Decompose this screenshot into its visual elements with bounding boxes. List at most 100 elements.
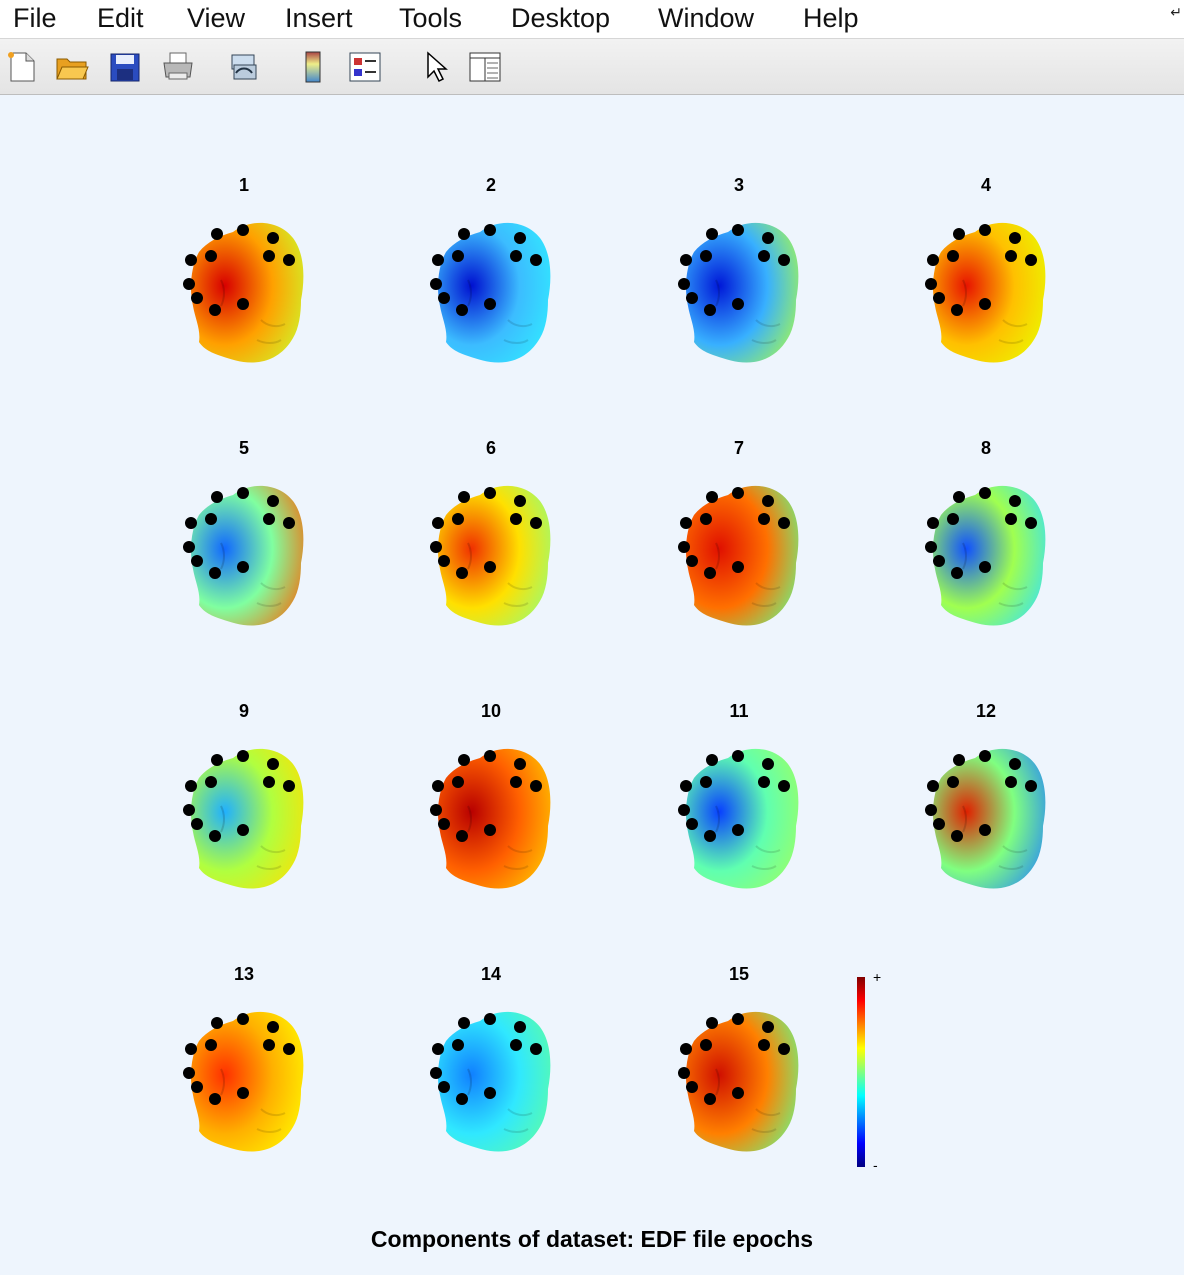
menu-view[interactable]: View: [187, 3, 246, 33]
menu-insert[interactable]: Insert: [285, 3, 353, 33]
electrode-dot: [686, 818, 698, 830]
component-14-head-map[interactable]: [428, 999, 558, 1159]
electrode-dot: [732, 224, 744, 236]
electrode-dot: [514, 1021, 526, 1033]
electrode-dot: [706, 1017, 718, 1029]
open-folder-icon[interactable]: [54, 49, 90, 85]
component-3-head-map[interactable]: [676, 210, 806, 370]
component-5-title: 5: [238, 438, 249, 458]
legend-icon[interactable]: [347, 49, 383, 85]
electrode-dot: [438, 1081, 450, 1093]
electrode-dot: [514, 232, 526, 244]
component-6-head-map[interactable]: [428, 473, 558, 633]
electrode-dot: [778, 254, 790, 266]
electrode-dot: [484, 487, 496, 499]
select-pointer-icon[interactable]: [420, 49, 456, 85]
electrode-dot: [686, 555, 698, 567]
figure-title: Components of dataset: EDF file epochs: [370, 1226, 814, 1252]
electrode-dot: [678, 1067, 690, 1079]
menu-edit[interactable]: Edit: [97, 3, 144, 33]
component-4-head-map[interactable]: [923, 210, 1053, 370]
component-8-head-map[interactable]: [923, 473, 1053, 633]
electrode-dot: [758, 1039, 770, 1051]
menu-help[interactable]: Help: [803, 3, 859, 33]
electrode-dot: [432, 254, 444, 266]
electrode-dot: [191, 555, 203, 567]
electrode-dot: [933, 818, 945, 830]
component-13-title: 13: [233, 964, 255, 984]
electrode-dot: [778, 1043, 790, 1055]
component-11-head-map[interactable]: [676, 736, 806, 896]
component-12-title: 12: [975, 701, 997, 721]
electrode-dot: [183, 278, 195, 290]
electrode-dot: [700, 513, 712, 525]
electrode-dot: [1005, 250, 1017, 262]
electrode-dot: [758, 513, 770, 525]
electrode-dot: [680, 517, 692, 529]
menu-desktop[interactable]: Desktop: [511, 3, 611, 33]
electrode-dot: [686, 1081, 698, 1093]
toolbar: [0, 39, 1184, 95]
electrode-dot: [510, 776, 522, 788]
window-corner-icon[interactable]: ↵: [1170, 4, 1182, 20]
electrode-dot: [430, 1067, 442, 1079]
electrode-dot: [438, 292, 450, 304]
electrode-dot: [267, 232, 279, 244]
electrode-dot: [456, 567, 468, 579]
electrode-dot: [237, 298, 249, 310]
electrode-dot: [530, 780, 542, 792]
electrode-dot: [484, 224, 496, 236]
electrode-dot: [191, 818, 203, 830]
electrode-dot: [209, 1093, 221, 1105]
component-15-head-map[interactable]: [676, 999, 806, 1159]
electrode-dot: [484, 1013, 496, 1025]
electrode-dot: [183, 804, 195, 816]
electrode-dot: [704, 830, 716, 842]
electrode-dot: [432, 517, 444, 529]
electrode-dot: [947, 776, 959, 788]
electrode-dot: [458, 491, 470, 503]
component-5-head-map[interactable]: [181, 473, 311, 633]
menu-window[interactable]: Window: [658, 3, 755, 33]
colorbar-max-label: +: [873, 969, 882, 985]
component-7-head-map[interactable]: [676, 473, 806, 633]
component-12-head-map[interactable]: [923, 736, 1053, 896]
colorbar-icon[interactable]: [296, 49, 332, 85]
electrode-dot: [953, 491, 965, 503]
electrode-dot: [211, 754, 223, 766]
electrode-dot: [1005, 776, 1017, 788]
electrode-dot: [951, 830, 963, 842]
component-6-title: 6: [485, 438, 496, 458]
electrode-dot: [452, 1039, 464, 1051]
electrode-dot: [432, 1043, 444, 1055]
electrode-dot: [1009, 232, 1021, 244]
menu-tools[interactable]: Tools: [399, 3, 463, 33]
link-icon[interactable]: [226, 49, 262, 85]
electrode-dot: [237, 1087, 249, 1099]
electrode-dot: [706, 228, 718, 240]
menu-file[interactable]: File: [13, 3, 57, 33]
component-10-head-map[interactable]: [428, 736, 558, 896]
electrode-dot: [732, 1087, 744, 1099]
component-2-head-map[interactable]: [428, 210, 558, 370]
new-file-icon[interactable]: [5, 49, 41, 85]
electrode-dot: [430, 278, 442, 290]
electrode-dot: [778, 517, 790, 529]
component-1-head-map[interactable]: [181, 210, 311, 370]
electrode-dot: [263, 250, 275, 262]
electrode-dot: [1025, 780, 1037, 792]
component-9-head-map[interactable]: [181, 736, 311, 896]
property-editor-icon[interactable]: [467, 49, 503, 85]
component-13-head-map[interactable]: [181, 999, 311, 1159]
print-icon[interactable]: [160, 49, 196, 85]
electrode-dot: [283, 517, 295, 529]
electrode-dot: [452, 776, 464, 788]
component-2-title: 2: [485, 175, 496, 195]
electrode-dot: [514, 495, 526, 507]
save-icon[interactable]: [107, 49, 143, 85]
electrode-dot: [484, 298, 496, 310]
electrode-dot: [185, 780, 197, 792]
electrode-dot: [732, 1013, 744, 1025]
electrode-dot: [1009, 758, 1021, 770]
electrode-dot: [456, 304, 468, 316]
